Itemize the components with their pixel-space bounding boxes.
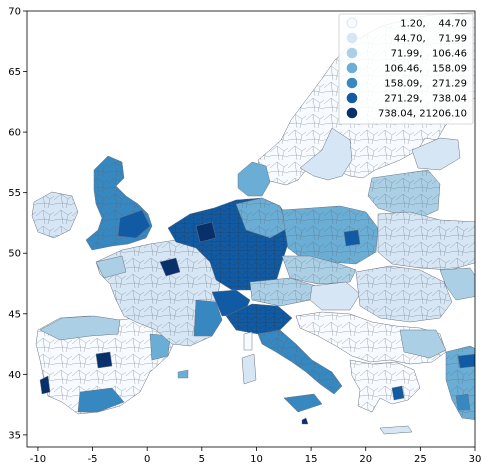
x-axis-ticks: -10 -5 0 5 10 15 20 25 30 [30, 447, 482, 465]
region-iberia-south [77, 387, 125, 413]
region-hungary [309, 281, 361, 311]
y-tick-label: 50 [8, 249, 21, 260]
region-corsica [243, 331, 253, 351]
axes-frame [26, 10, 476, 448]
region-austria-borders [250, 278, 316, 306]
x-tick-label: 20 [359, 454, 372, 465]
legend-label-1: 44.70, 71.99 [394, 34, 467, 45]
region-moldova [439, 267, 475, 301]
y-tick-label: 65 [8, 67, 21, 78]
region-romania-borders [356, 266, 452, 322]
region-istanbul [457, 353, 475, 369]
legend-swatch-1 [346, 32, 358, 44]
legend-swatch-6 [346, 107, 358, 119]
region-london [117, 209, 151, 239]
y-tick-label: 40 [8, 370, 21, 381]
x-tick-label: 0 [144, 454, 150, 465]
legend-swatch-0 [346, 17, 358, 29]
region-warsaw [343, 229, 361, 247]
region-paris [159, 257, 181, 277]
legend: 1.20, 44.70 44.70, 71.99 71.99, 106.46 106.… [338, 13, 474, 125]
legend-swatch-5 [346, 92, 358, 104]
legend-swatch-4 [346, 77, 358, 89]
region-bulgaria [399, 329, 447, 359]
x-tick-label: -5 [88, 454, 98, 465]
region-germany-east-borders [236, 198, 288, 238]
x-tick-label: 25 [414, 454, 427, 465]
region-italy-north-borders [226, 304, 292, 334]
y-tick-label: 35 [8, 430, 21, 441]
region-poland-borders [282, 206, 378, 264]
legend-label-2: 71.99, 106.46 [391, 49, 467, 60]
legend-box [338, 13, 474, 125]
region-iberia-north [39, 315, 121, 341]
legend-label-5: 271.29, 738.04 [384, 94, 467, 105]
legend-label-3: 106.46, 158.09 [384, 64, 467, 75]
legend-label-0: 1.20, 44.70 [400, 19, 467, 30]
region-greece-borders [350, 360, 420, 412]
y-axis-ticks: 35 40 45 50 55 60 65 70 [8, 7, 27, 441]
y-tick-label: 60 [8, 128, 21, 139]
x-tick-label: 5 [199, 454, 205, 465]
region-izmir [455, 393, 471, 411]
legend-swatch-3 [346, 62, 358, 74]
region-madrid [95, 351, 113, 369]
region-ireland-borders [32, 192, 78, 238]
legend-label-6: 738.04, 21206.10 [378, 109, 467, 120]
region-crete [379, 425, 413, 435]
region-finland-south [411, 137, 461, 171]
x-tick-label: -10 [30, 454, 46, 465]
region-france-borders [96, 240, 222, 346]
region-baltics-borders [368, 170, 440, 218]
region-ruhr [195, 221, 217, 243]
region-sardinia [241, 353, 257, 385]
legend-swatch-2 [346, 47, 358, 59]
region-balearics [177, 369, 189, 379]
region-czech-slovakia-borders [282, 256, 356, 284]
region-east-borders [378, 212, 475, 270]
region-italy-peninsula-borders [258, 330, 342, 394]
region-denmark [237, 161, 271, 197]
legend-label-4: 158.09, 271.29 [384, 79, 467, 90]
region-france-west [95, 255, 127, 279]
region-malta [301, 417, 309, 425]
region-athens [391, 385, 405, 401]
x-tick-label: 10 [250, 454, 263, 465]
region-sicily [283, 393, 323, 413]
y-tick-label: 45 [8, 309, 21, 320]
y-tick-label: 70 [8, 7, 21, 18]
x-tick-label: 30 [469, 454, 482, 465]
region-sweden-south [299, 127, 353, 181]
region-france-southeast [193, 299, 223, 337]
x-tick-label: 15 [305, 454, 318, 465]
region-lisbon [39, 375, 51, 395]
y-tick-label: 55 [8, 188, 21, 199]
